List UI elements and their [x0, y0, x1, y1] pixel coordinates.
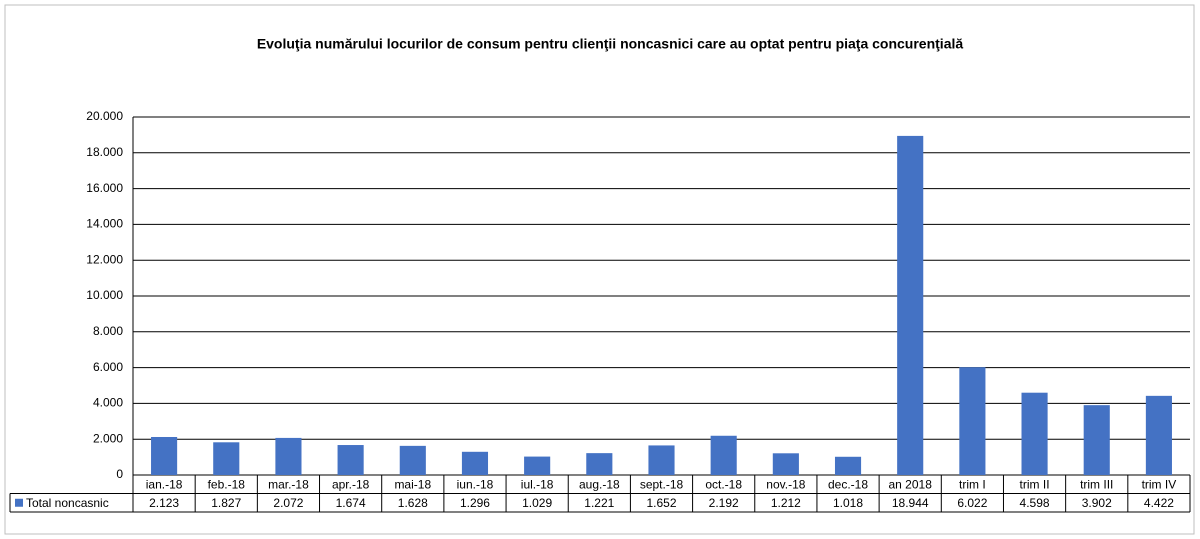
chart-title: Evoluţia numărului locurilor de consum p…	[257, 36, 964, 52]
x-tick-label: mai-18	[394, 477, 431, 491]
x-tick-label: an 2018	[889, 477, 933, 491]
x-tick-label: trim I	[959, 477, 986, 491]
x-tick-label: trim III	[1080, 477, 1113, 491]
data-table-value: 6.022	[957, 496, 987, 510]
x-tick-label: dec.-18	[828, 477, 868, 491]
bar	[1083, 405, 1110, 475]
data-table-value: 18.944	[892, 496, 929, 510]
data-table-value: 1.674	[336, 496, 366, 510]
y-tick-label: 8.000	[93, 324, 123, 338]
x-tick-label: iun.-18	[457, 477, 494, 491]
y-tick-label: 0	[116, 467, 123, 481]
data-table-value: 1.221	[584, 496, 614, 510]
y-tick-label: 12.000	[86, 252, 123, 266]
x-tick-label: trim IV	[1142, 477, 1177, 491]
bar	[275, 437, 302, 475]
data-table-value: 2.192	[709, 496, 739, 510]
bar	[1021, 392, 1048, 475]
x-tick-label: apr.-18	[332, 477, 370, 491]
bar	[586, 453, 613, 475]
bar	[897, 135, 924, 475]
bar	[213, 442, 240, 475]
x-tick-label: feb.-18	[208, 477, 246, 491]
data-table-value: 2.072	[273, 496, 303, 510]
data-table-value: 4.598	[1020, 496, 1050, 510]
x-tick-label: sept.-18	[640, 477, 684, 491]
data-table-value: 1.296	[460, 496, 490, 510]
x-tick-label: oct.-18	[705, 477, 742, 491]
bar	[337, 445, 364, 475]
data-table-value: 1.628	[398, 496, 428, 510]
x-tick-label: nov.-18	[766, 477, 805, 491]
y-tick-label: 18.000	[86, 145, 123, 159]
x-tick-label: iul.-18	[521, 477, 554, 491]
legend-swatch	[15, 498, 23, 507]
bar	[648, 445, 675, 475]
data-table-value: 1.029	[522, 496, 552, 510]
y-tick-label: 14.000	[86, 217, 123, 231]
data-table-value: 4.422	[1144, 496, 1174, 510]
y-tick-label: 10.000	[86, 288, 123, 302]
y-tick-label: 20.000	[86, 109, 123, 123]
data-table-value: 1.827	[211, 496, 241, 510]
data-table-value: 2.123	[149, 496, 179, 510]
data-table-value: 1.018	[833, 496, 863, 510]
bar	[710, 435, 737, 475]
bar	[959, 367, 986, 475]
bar	[461, 451, 489, 475]
x-tick-label: trim II	[1020, 477, 1050, 491]
bar	[772, 453, 799, 475]
legend-label: Total noncasnic	[26, 496, 109, 510]
data-table-value: 1.212	[771, 496, 801, 510]
bar	[834, 456, 862, 475]
x-tick-label: aug.-18	[579, 477, 620, 491]
x-tick-label: mar.-18	[268, 477, 309, 491]
bar	[399, 445, 426, 475]
y-tick-label: 16.000	[86, 181, 123, 195]
y-tick-label: 2.000	[93, 431, 123, 445]
bar	[1145, 395, 1172, 475]
y-tick-label: 6.000	[93, 360, 123, 374]
chart-border	[4, 4, 1195, 535]
y-tick-label: 4.000	[93, 396, 123, 410]
bar	[524, 456, 551, 475]
x-tick-label: ian.-18	[146, 477, 183, 491]
data-table-value: 1.652	[646, 496, 676, 510]
data-table-value: 3.902	[1082, 496, 1112, 510]
bar	[151, 436, 178, 475]
